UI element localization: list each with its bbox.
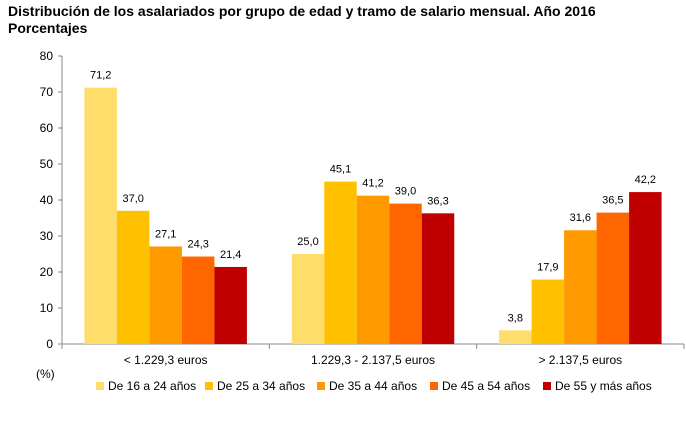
x-tick-label: 1.229,3 - 2.137,5 euros [311, 353, 435, 367]
legend-label: De 25 a 34 años [217, 379, 305, 393]
chart-axes: 0 10 20 30 40 50 60 70 80 < 1.229,3 euros 1.229,3 … [36, 49, 685, 381]
bar [499, 330, 532, 344]
data-label: 37,0 [122, 193, 143, 205]
bar [356, 195, 390, 344]
data-label: 36,3 [427, 195, 448, 207]
y-tick-label: 10 [40, 301, 54, 315]
data-label: 36,5 [602, 195, 623, 207]
bar [291, 254, 325, 344]
legend-swatch [543, 382, 551, 390]
chart-bars [84, 87, 662, 345]
chart-subtitle: Porcentajes [8, 20, 88, 36]
y-tick-label: 0 [46, 337, 53, 351]
bar [149, 246, 182, 344]
legend-swatch [430, 382, 438, 390]
y-tick-label: 70 [40, 85, 54, 99]
data-label: 25,0 [297, 236, 318, 248]
bar [531, 279, 565, 344]
legend-label: De 55 y más años [555, 379, 652, 393]
y-tick-label: 30 [40, 229, 54, 243]
data-label: 3,8 [508, 312, 523, 324]
legend-swatch [205, 382, 213, 390]
chart-title: Distribución de los asalariados por grup… [8, 3, 596, 19]
chart-legend: De 16 a 24 años De 25 a 34 años De 35 a 44… [96, 379, 652, 393]
bar [421, 213, 455, 344]
data-labels: 71,2 37,0 27,1 24,3 21,4 25,0 45,1 41,2 39,0 36,3… [90, 70, 656, 325]
legend-label: De 16 a 24 años [108, 379, 196, 393]
data-label: 24,3 [187, 239, 208, 251]
legend-label: De 35 a 44 años [329, 379, 417, 393]
y-tick-label: 50 [40, 157, 54, 171]
bar [324, 181, 357, 344]
bar [116, 210, 150, 344]
y-tick-label: 80 [40, 49, 54, 63]
y-axis-label: (%) [36, 367, 55, 381]
bar [629, 192, 662, 344]
data-label: 21,4 [220, 249, 241, 261]
bar [214, 266, 247, 344]
bar [84, 87, 117, 345]
y-tick-label: 60 [40, 121, 54, 135]
data-label: 42,2 [635, 174, 656, 186]
bar [181, 256, 215, 344]
data-label: 39,0 [395, 186, 416, 198]
data-label: 41,2 [362, 178, 383, 190]
data-label: 45,1 [330, 164, 351, 176]
bar [564, 230, 597, 344]
x-tick-label: < 1.229,3 euros [124, 353, 208, 367]
data-label: 31,6 [570, 212, 591, 224]
y-tick-label: 20 [40, 265, 54, 279]
y-tick-label: 40 [40, 193, 54, 207]
x-tick-label: > 2.137,5 euros [538, 353, 622, 367]
bar [596, 212, 630, 344]
data-label: 17,9 [537, 262, 558, 274]
legend-swatch [96, 382, 104, 390]
legend-label: De 45 a 54 años [442, 379, 530, 393]
legend-swatch [317, 382, 325, 390]
data-label: 27,1 [155, 228, 176, 240]
bar [389, 203, 422, 344]
data-label: 71,2 [90, 70, 111, 82]
